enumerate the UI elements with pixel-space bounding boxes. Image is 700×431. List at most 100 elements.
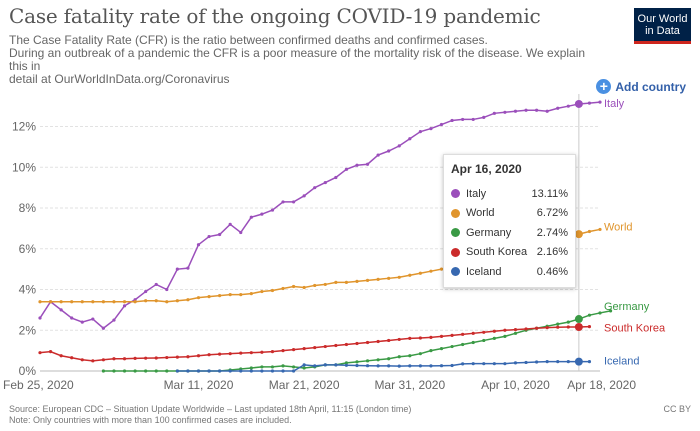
data-point — [545, 360, 549, 364]
data-point — [450, 363, 454, 368]
data-point — [186, 266, 190, 270]
owid-logo[interactable]: Our World in Data — [634, 8, 691, 44]
tooltip-series-value: 0.46% — [536, 265, 568, 278]
data-point — [461, 332, 465, 336]
data-point — [408, 364, 412, 368]
data-point — [313, 364, 317, 368]
data-point — [260, 289, 264, 294]
data-point — [302, 346, 306, 351]
data-point — [80, 300, 84, 304]
license-label[interactable]: CC BY — [663, 404, 691, 414]
data-point — [313, 283, 317, 288]
data-point — [186, 298, 190, 302]
x-tick-label: Apr 10, 2020 — [481, 378, 550, 392]
data-point — [344, 167, 349, 171]
data-point — [249, 366, 253, 370]
data-point — [302, 194, 306, 198]
data-point — [471, 340, 475, 345]
series-line — [177, 360, 590, 372]
data-point — [218, 294, 222, 298]
data-point — [91, 317, 95, 321]
data-point — [291, 369, 296, 373]
add-country-button[interactable]: + Add country — [596, 79, 686, 94]
data-point — [218, 369, 222, 373]
data-point — [218, 232, 222, 237]
data-point — [503, 362, 507, 366]
data-point — [260, 369, 264, 373]
data-point — [207, 234, 211, 239]
data-point — [38, 351, 42, 355]
data-point — [291, 348, 296, 352]
data-point — [313, 345, 317, 350]
data-point — [461, 362, 465, 366]
data-point — [249, 369, 253, 373]
data-point — [101, 326, 105, 330]
data-point — [376, 364, 380, 368]
data-point — [397, 337, 401, 342]
data-point — [365, 364, 370, 368]
data-point — [587, 101, 592, 105]
data-point — [260, 365, 264, 369]
data-point — [239, 351, 243, 355]
tooltip-row: South Korea 2.16% — [451, 243, 568, 263]
series-end-label: Italy — [604, 98, 625, 110]
data-point — [302, 285, 306, 290]
data-point — [281, 364, 285, 368]
data-point — [154, 282, 158, 287]
data-point — [270, 208, 275, 212]
data-point — [186, 369, 190, 373]
data-point — [524, 108, 528, 112]
data-point — [334, 175, 338, 180]
data-point — [196, 296, 201, 300]
data-point — [482, 362, 486, 366]
x-tick-label: Apr 18, 2020 — [567, 378, 636, 392]
data-point — [112, 369, 116, 373]
data-point — [302, 366, 306, 370]
chart-title: Case fatality rate of the ongoing COVID-… — [9, 4, 541, 28]
data-point — [482, 330, 486, 334]
data-point — [239, 293, 243, 297]
data-point — [587, 324, 592, 329]
tooltip-row: Iceland 0.46% — [451, 262, 568, 282]
data-point — [566, 320, 570, 324]
data-point — [239, 369, 243, 373]
data-point — [196, 354, 201, 358]
data-point — [418, 364, 422, 368]
data-point — [556, 106, 560, 110]
data-point — [513, 328, 518, 332]
data-point — [587, 313, 592, 317]
data-point — [387, 149, 391, 153]
data-point — [574, 230, 583, 239]
chart-footer: Source: European CDC – Situation Update … — [9, 404, 411, 426]
data-point — [334, 343, 338, 348]
data-point — [574, 99, 583, 108]
data-point — [429, 126, 433, 131]
data-point — [302, 363, 306, 367]
legend-dot-icon — [451, 228, 460, 238]
data-point — [397, 275, 401, 279]
data-point — [291, 284, 296, 289]
data-point — [91, 359, 95, 363]
data-point — [175, 369, 179, 373]
data-point — [175, 355, 179, 359]
data-point — [429, 335, 433, 339]
y-tick-label: 12% — [12, 120, 36, 134]
data-point — [133, 356, 137, 360]
data-point — [408, 354, 412, 358]
source-note[interactable]: Source: European CDC – Situation Update … — [9, 404, 412, 414]
data-point — [38, 300, 42, 304]
data-point — [387, 338, 391, 343]
tooltip-series-name: World — [466, 207, 495, 220]
tooltip-row: World 6.72% — [451, 204, 568, 224]
data-point — [344, 363, 349, 367]
data-point — [492, 111, 496, 115]
data-point — [122, 357, 127, 361]
subtitle-line[interactable]: detail at OurWorldInData.org/Coronavirus — [9, 72, 230, 86]
data-point — [471, 331, 475, 335]
subtitle-line: During an outbreak of a pandemic the CFR… — [9, 46, 586, 73]
data-point — [471, 362, 475, 366]
data-point — [598, 227, 602, 232]
data-point — [101, 300, 105, 304]
data-point — [270, 288, 275, 293]
